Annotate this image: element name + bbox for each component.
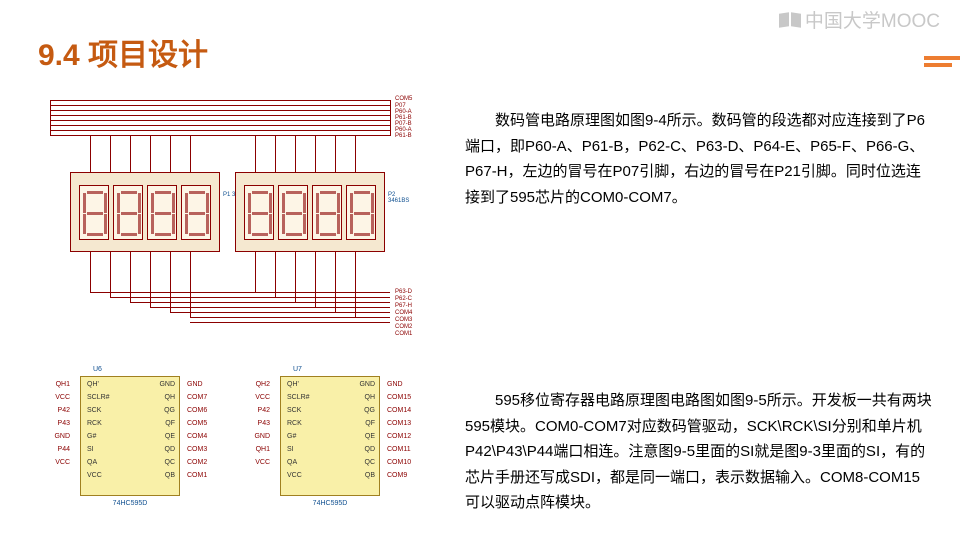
ic-left-pinnames: QH'SCLR#SCKRCKG#SIQAVCC [87,378,110,482]
watermark-text: 中国大学MOOC [805,6,940,33]
display-ref: P2 3461BS [388,192,415,204]
ic-right-pinnames: GNDQHQGQFQEQDQCQB [151,378,175,482]
ic-left-nets: QH2VCCP42P43GNDQH1VCC [240,378,270,469]
ic-schematic: U6 74HC595D QH'SCLR#SCKRCKG#SIQAVCC GNDQ… [20,370,415,530]
ic-left-pinnames: QH'SCLR#SCKRCKG#SIQAVCC [287,378,310,482]
display-module-left [70,172,220,252]
net-label: P61-B [395,133,412,139]
net-label: COM2 [395,324,412,330]
page-title: 9.4 项目设计 [38,30,208,74]
body-paragraph-2: 595移位寄存器电路原理图电路图如图9-5所示。开发板一共有两块595模块。CO… [465,388,935,516]
ic-left-nets: QH1VCCP42P43GNDP44VCC [40,378,70,469]
net-label: P63-D [395,289,412,295]
decoration-bars [924,56,960,70]
schematic-pane: COM5 P07 P60-A P61-B P07-B P60-A P61-B P… [20,92,440,530]
net-label: COM4 [395,310,412,316]
ic-part: 74HC595D [81,500,179,507]
net-label: COM5 [395,96,412,102]
net-label: COM1 [395,331,412,337]
seven-seg-schematic: COM5 P07 P60-A P61-B P07-B P60-A P61-B P… [20,92,415,362]
ic-right-nets: GNDCOM15COM14COM13COM12COM11COM10COM9 [387,378,411,482]
ic-right-pinnames: GNDQHQGQFQEQDQCQB [351,378,375,482]
display-module-right [235,172,385,252]
body-paragraph-1: 数码管电路原理图如图9-4所示。数码管的段选都对应连接到了P6端口，即P60-A… [465,108,935,210]
net-label: COM3 [395,317,412,323]
ic-ref: U7 [293,366,302,373]
net-label: P67-H [395,303,412,309]
ic-part: 74HC595D [281,500,379,507]
ic-right-nets: GNDCOM7COM6COM5COM4COM3COM2COM1 [187,378,207,482]
ic-ref: U6 [93,366,102,373]
watermark: 中国大学MOOC [779,6,940,33]
book-icon [779,12,801,28]
net-label: P62-C [395,296,412,302]
